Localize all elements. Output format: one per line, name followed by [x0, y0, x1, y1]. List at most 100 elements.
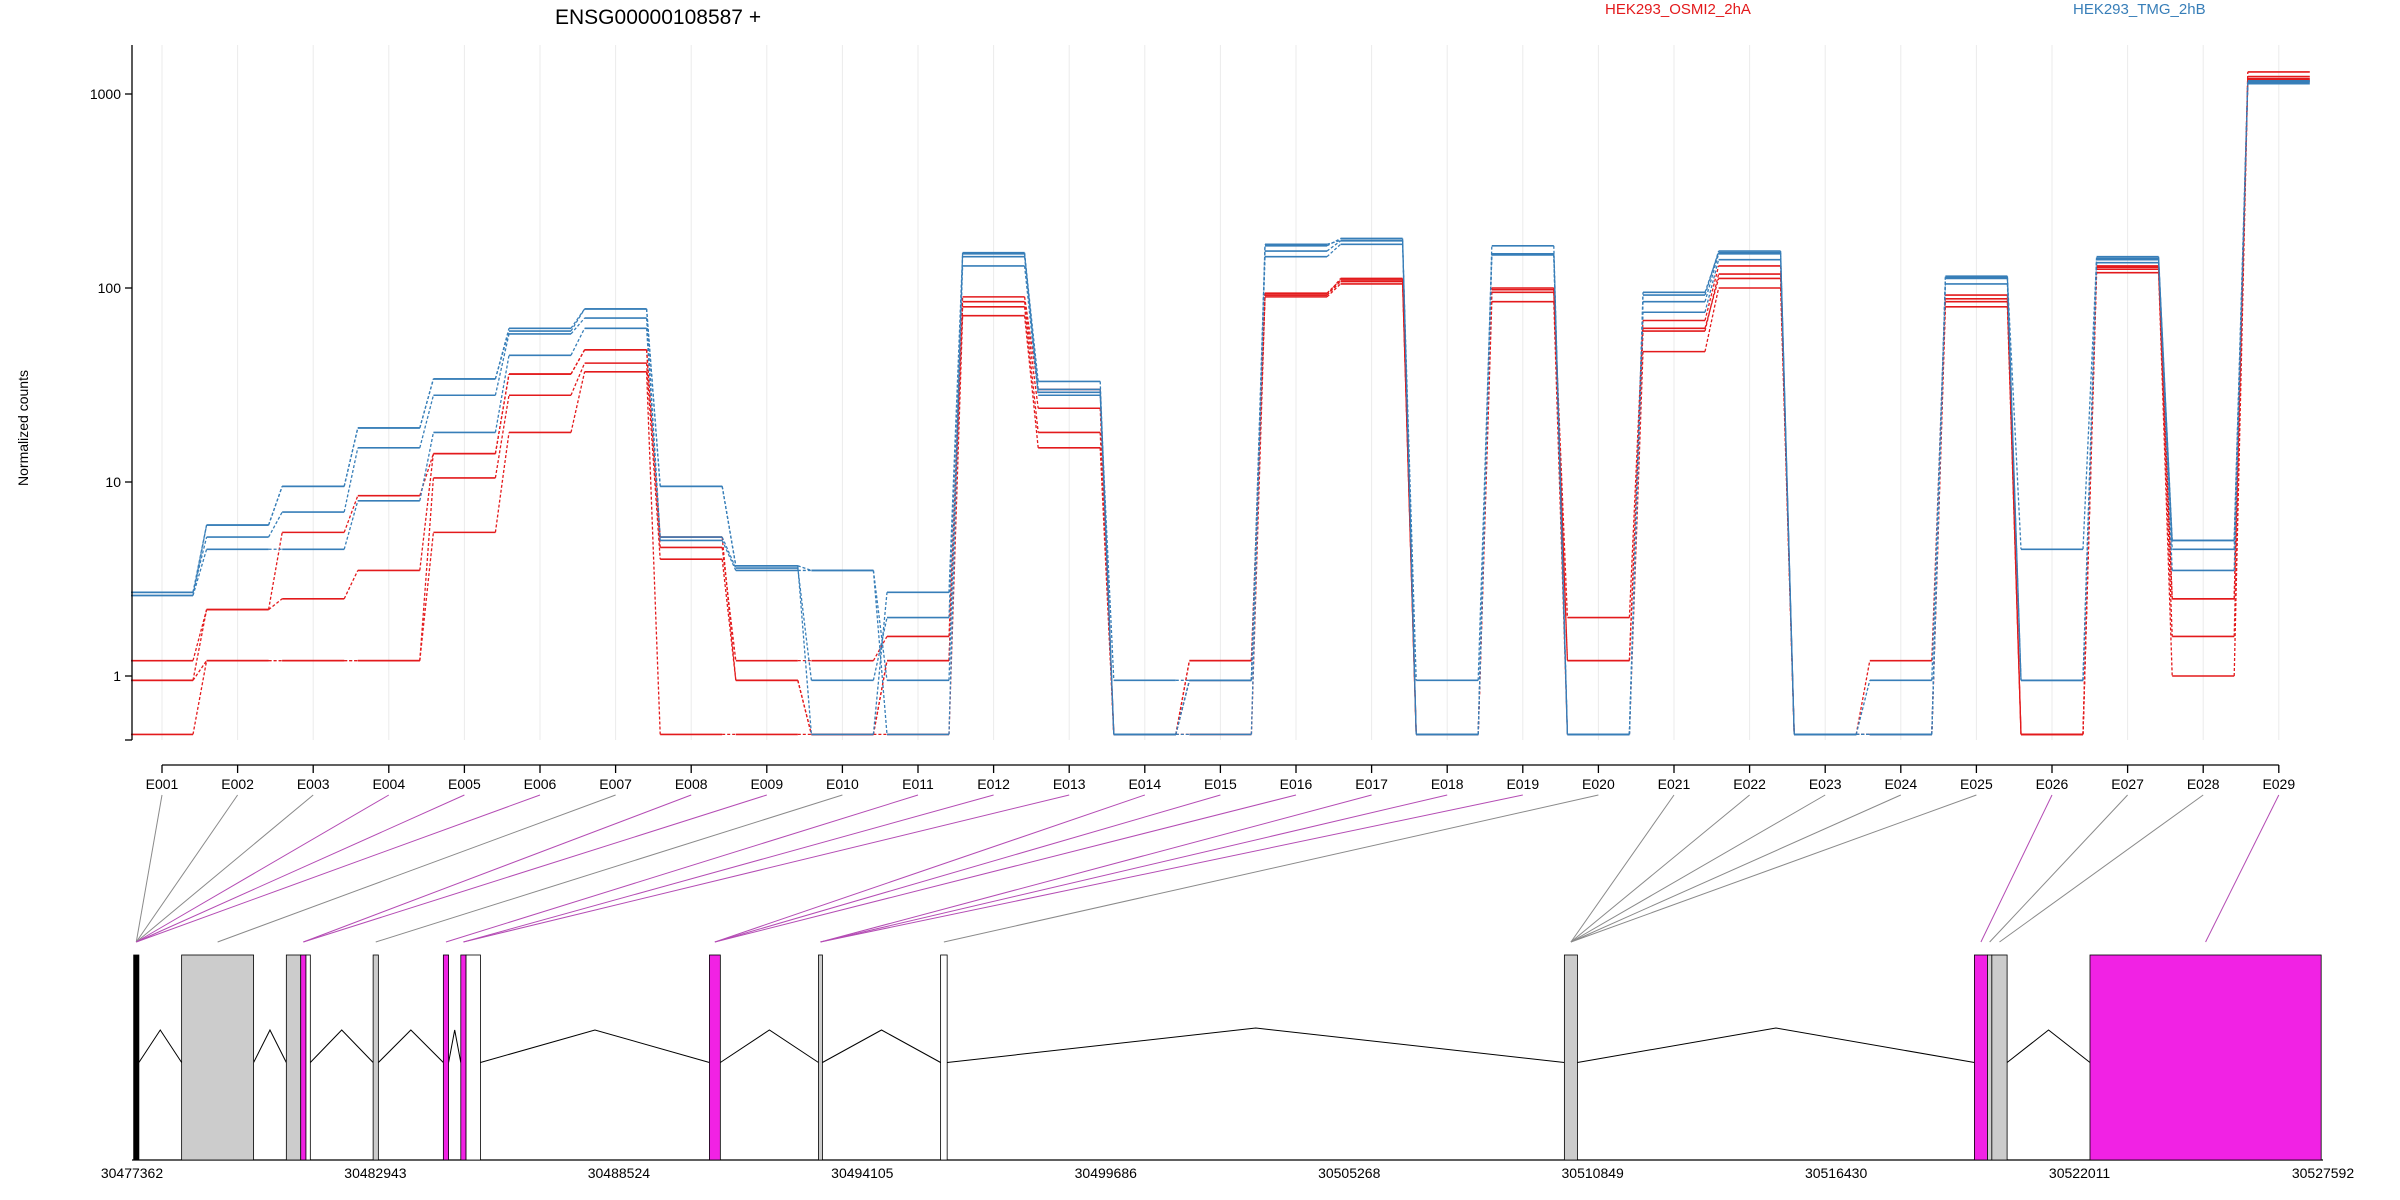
exon-connector	[419, 395, 435, 449]
exon-link	[1570, 794, 1826, 943]
exon-connector	[343, 500, 359, 550]
exon-link-lines	[135, 794, 2280, 943]
exon-link	[303, 794, 692, 943]
exon-connector	[419, 432, 435, 501]
gene-axis-tick-label: 30505268	[1318, 1165, 1381, 1181]
exon-feature	[709, 954, 721, 1161]
exon-connector	[570, 371, 586, 433]
exon-connector	[1931, 277, 1947, 735]
exon-connector	[419, 453, 435, 571]
exon-connector	[1326, 283, 1342, 298]
chart-title: ENSG00000108587 +	[555, 6, 761, 29]
exon-connector	[721, 540, 737, 571]
exon-connector	[797, 680, 813, 735]
exon-connector	[872, 592, 888, 735]
exon-connector	[2082, 256, 2098, 681]
exon-connector	[494, 432, 510, 533]
exon-connector	[1477, 253, 1493, 681]
exon-connector	[1250, 245, 1266, 681]
exon-feature	[1973, 954, 1988, 1161]
intron	[720, 1029, 819, 1063]
count-series	[131, 71, 2310, 736]
gene-model: 30477362 30482943 30488524 30494105 30499686…	[101, 954, 2354, 1181]
exon-link	[714, 794, 1297, 943]
exon-connector	[2157, 272, 2173, 677]
x-tick-label-e007: E007	[599, 776, 632, 792]
exon-connector	[645, 363, 661, 560]
exon-connector	[268, 511, 283, 538]
x-tick-label-e011: E011	[902, 776, 934, 792]
exon-feature	[1563, 954, 1578, 1161]
exon-connector	[192, 524, 208, 593]
exon-connector	[570, 308, 586, 332]
exon-connector	[1326, 281, 1342, 296]
exon-link	[1999, 794, 2204, 943]
exon-connector	[2157, 258, 2173, 541]
gene-axis-tick-label: 30510849	[1562, 1165, 1625, 1181]
gene-axis-tick-label: 30522011	[2049, 1165, 2110, 1181]
exon-connector	[1553, 253, 1569, 735]
exon-feature	[460, 954, 467, 1161]
exon-link	[303, 794, 767, 943]
x-tick-label-e014: E014	[1128, 776, 1161, 792]
exon-connector	[1023, 301, 1039, 409]
exon-connector	[570, 327, 586, 356]
exon-connector	[797, 565, 813, 735]
y-axis-label: Normalized counts	[15, 370, 31, 486]
exon-connector	[2157, 269, 2173, 637]
exon-connector	[645, 349, 661, 548]
x-tick-label-e005: E005	[448, 776, 481, 792]
exon-link	[820, 794, 1448, 943]
exon-connector	[2006, 277, 2022, 550]
exon-connector	[1628, 320, 1644, 618]
y-tick-label: 100	[98, 280, 122, 296]
gene-axis-tick-label: 30482943	[344, 1165, 407, 1181]
exon-connector	[1326, 243, 1342, 258]
exon-connector	[343, 495, 359, 533]
exon-link	[1989, 794, 2128, 943]
exon-feature	[133, 954, 140, 1161]
x-tick-label-e027: E027	[2111, 776, 2144, 792]
exon-connector	[872, 570, 888, 735]
x-tick-label-e020: E020	[1582, 776, 1615, 792]
exon-connector	[721, 486, 737, 566]
exon-connector	[872, 660, 888, 735]
exon-connector	[1099, 447, 1115, 735]
exon-connector	[1704, 287, 1720, 352]
exon-feature	[305, 954, 311, 1161]
exon-connector	[1931, 306, 1947, 735]
exon-feature	[1991, 954, 2008, 1161]
exon-link	[1570, 794, 1675, 943]
exon-connector	[948, 253, 964, 593]
exon-connector	[268, 598, 283, 611]
y-tick-label: 1	[113, 668, 121, 684]
exon-connector	[1326, 278, 1342, 296]
exon-connector	[2233, 82, 2249, 550]
intron	[1577, 1027, 1975, 1063]
exon-connector	[570, 317, 586, 335]
exon-connector	[2006, 298, 2022, 735]
exon-connector	[192, 536, 208, 593]
exon-feature	[818, 954, 823, 1161]
gene-axis-tick-label: 30516430	[1805, 1165, 1868, 1181]
exon-connector	[570, 362, 586, 396]
intron	[480, 1029, 710, 1063]
intron	[309, 1029, 374, 1063]
exon-connector	[2157, 267, 2173, 599]
exon-connector	[1779, 252, 1795, 735]
exon-connector	[1326, 239, 1341, 245]
exon-connector	[192, 549, 208, 596]
x-tick-label-e023: E023	[1809, 776, 1842, 792]
exon-link	[135, 794, 163, 943]
vertical-grid	[161, 45, 2280, 740]
exon-connector	[721, 537, 737, 681]
exon-connector	[1326, 240, 1341, 252]
exon-connector	[343, 570, 359, 600]
exon-connector	[1855, 680, 1871, 735]
x-tick-label-e022: E022	[1733, 776, 1766, 792]
exon-connector	[1931, 283, 1947, 681]
exon-connector	[494, 395, 510, 478]
exon-connector	[192, 609, 208, 681]
x-tick-label-e003: E003	[297, 776, 330, 792]
